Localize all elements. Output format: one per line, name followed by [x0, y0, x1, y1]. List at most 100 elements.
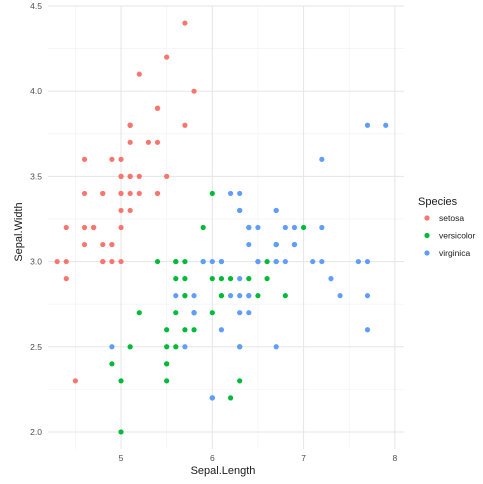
data-point	[218, 293, 225, 299]
data-point	[164, 378, 170, 384]
data-point	[246, 241, 252, 248]
data-points	[54, 20, 389, 435]
data-point	[118, 173, 124, 179]
data-point	[127, 207, 133, 214]
data-point	[118, 378, 124, 384]
data-point	[109, 344, 115, 350]
data-point	[127, 190, 133, 197]
data-point	[191, 88, 197, 94]
data-point	[173, 276, 179, 282]
data-point	[182, 293, 188, 299]
data-point	[319, 258, 325, 265]
data-point	[118, 258, 124, 265]
data-point	[100, 241, 106, 248]
data-point	[328, 276, 334, 282]
data-point	[218, 276, 225, 282]
grid	[48, 5, 404, 449]
data-point	[227, 276, 234, 282]
data-point	[81, 190, 88, 197]
data-point	[191, 293, 197, 299]
data-point	[164, 327, 170, 333]
data-point	[227, 395, 234, 401]
data-point	[255, 224, 261, 231]
data-point	[182, 122, 188, 128]
x-tick-label: 6	[210, 453, 215, 463]
data-point	[118, 429, 124, 435]
data-point	[237, 344, 243, 350]
data-point	[218, 327, 225, 333]
data-point	[237, 378, 243, 384]
data-point	[173, 258, 179, 265]
data-point	[282, 224, 288, 231]
data-point	[136, 71, 142, 77]
data-point	[364, 122, 371, 128]
data-point	[227, 293, 234, 299]
data-point	[100, 190, 106, 197]
data-point	[282, 258, 288, 265]
series-virginica	[109, 122, 389, 401]
data-point	[164, 54, 170, 60]
data-point	[182, 327, 188, 333]
data-point	[109, 241, 115, 248]
data-point	[209, 276, 215, 282]
y-tick-label: 3.5	[30, 171, 42, 181]
data-point	[127, 173, 133, 179]
data-point	[136, 173, 142, 179]
data-point	[364, 258, 371, 265]
x-tick-label: 7	[301, 453, 306, 463]
data-point	[337, 293, 343, 299]
data-point	[127, 344, 133, 350]
y-axis-title: Sepal.Width	[13, 202, 25, 261]
data-point	[118, 207, 124, 214]
legend-items: setosa versicolor virginica	[424, 213, 476, 258]
data-point	[164, 344, 170, 350]
data-point	[91, 224, 97, 231]
data-point	[81, 224, 88, 231]
data-point	[118, 156, 124, 162]
data-point	[310, 258, 316, 265]
data-point	[383, 122, 389, 128]
series-versicolor	[109, 190, 307, 435]
data-point	[246, 224, 252, 231]
legend-label-virginica: virginica	[439, 248, 470, 258]
data-point	[273, 207, 279, 214]
data-point	[191, 327, 197, 333]
x-axis-title: Sepal.Length	[191, 465, 256, 477]
data-point	[300, 224, 307, 231]
data-point	[246, 310, 252, 316]
data-point	[63, 258, 69, 265]
data-point	[191, 310, 197, 316]
data-point	[154, 139, 161, 145]
data-point	[264, 258, 270, 265]
data-point	[109, 258, 115, 265]
data-point	[209, 395, 215, 401]
data-point	[173, 344, 179, 350]
data-point	[237, 276, 243, 282]
data-point	[319, 224, 325, 231]
data-point	[364, 327, 371, 333]
y-tick-label: 2.5	[30, 342, 42, 352]
data-point	[118, 224, 124, 231]
data-point	[182, 276, 188, 282]
legend-key-virginica	[424, 250, 430, 256]
data-point	[200, 224, 206, 231]
data-point	[81, 241, 88, 248]
data-point	[273, 258, 279, 265]
x-tick-label: 5	[119, 453, 124, 463]
data-point	[136, 190, 142, 197]
data-point	[255, 258, 261, 265]
data-point	[182, 20, 188, 26]
data-point	[154, 258, 161, 265]
data-point	[63, 224, 69, 231]
data-point	[136, 310, 142, 316]
data-point	[319, 156, 325, 162]
data-point	[109, 156, 115, 162]
data-point	[364, 293, 371, 299]
data-point	[72, 378, 78, 384]
data-point	[246, 276, 252, 282]
y-tick-labels: 2.0 2.5 3.0 3.5 4.0 4.5	[30, 1, 42, 437]
data-point	[164, 173, 170, 179]
data-point	[273, 241, 279, 248]
data-point	[291, 241, 298, 248]
